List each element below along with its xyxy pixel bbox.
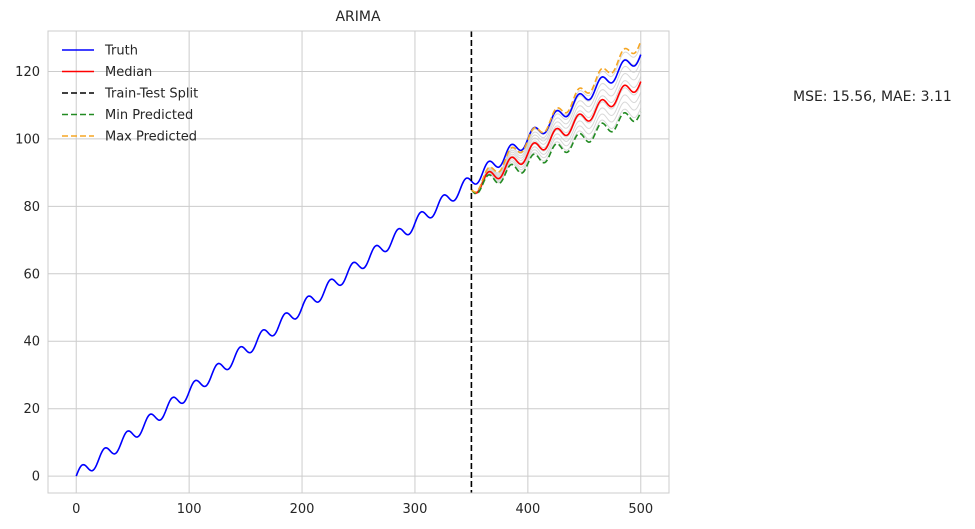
y-tick-label: 120 — [15, 65, 40, 80]
grid — [48, 31, 669, 493]
x-tick-label: 400 — [515, 502, 540, 517]
y-tick-label: 20 — [23, 402, 40, 417]
legend-label-max-predicted: Max Predicted — [105, 130, 197, 145]
ensemble-line — [471, 60, 642, 193]
y-tick-label: 80 — [23, 200, 40, 215]
max-predicted-line — [470, 40, 642, 193]
chart-title: ARIMA — [335, 9, 381, 25]
x-tick-label: 100 — [177, 502, 202, 517]
ensemble-line — [471, 92, 642, 194]
legend: Truth Median Train-Test Split Min Predicted… — [62, 44, 198, 145]
median-line — [470, 81, 642, 194]
plot-area — [75, 31, 642, 493]
plot-frame — [47, 30, 670, 494]
metrics-annotation: MSE: 15.56, MAE: 3.11 — [793, 89, 952, 105]
legend-label-truth: Truth — [104, 44, 138, 59]
axis-ticks: 0 100 200 300 400 500 0 20 40 60 80 100 120 — [15, 65, 653, 517]
x-tick-label: 0 — [72, 502, 80, 517]
ensemble-line — [471, 99, 642, 195]
ensemble-line — [471, 68, 642, 194]
x-tick-label: 200 — [290, 502, 315, 517]
min-predicted-line — [470, 111, 642, 195]
x-tick-label: 500 — [628, 502, 653, 517]
y-tick-label: 100 — [15, 132, 40, 147]
legend-label-min-predicted: Min Predicted — [105, 108, 193, 123]
y-tick-label: 40 — [23, 335, 40, 350]
legend-label-median: Median — [105, 65, 152, 80]
y-tick-label: 60 — [23, 267, 40, 282]
y-tick-label: 0 — [32, 470, 40, 485]
x-tick-label: 300 — [403, 502, 428, 517]
legend-label-train-test-split: Train-Test Split — [104, 87, 198, 102]
